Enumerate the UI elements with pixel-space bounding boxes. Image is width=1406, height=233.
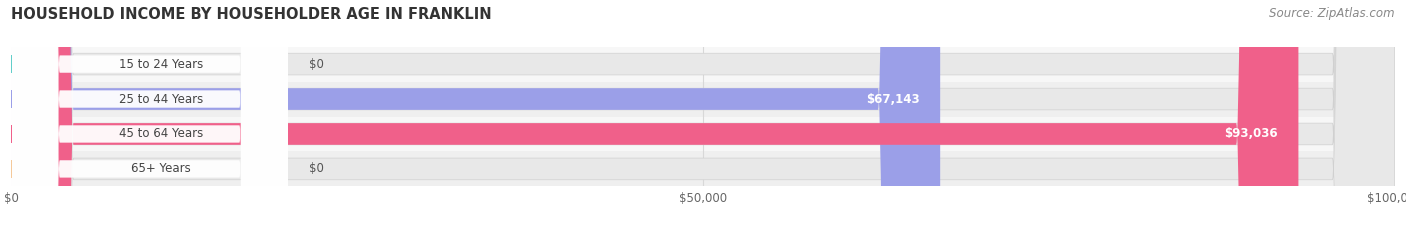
Text: $0: $0 (309, 162, 323, 175)
FancyBboxPatch shape (11, 0, 288, 233)
FancyBboxPatch shape (11, 0, 1395, 233)
Text: 15 to 24 Years: 15 to 24 Years (118, 58, 202, 71)
FancyBboxPatch shape (11, 0, 1395, 233)
FancyBboxPatch shape (11, 0, 288, 233)
Text: Source: ZipAtlas.com: Source: ZipAtlas.com (1270, 7, 1395, 20)
FancyBboxPatch shape (11, 0, 288, 233)
Text: 65+ Years: 65+ Years (131, 162, 191, 175)
FancyBboxPatch shape (11, 0, 288, 233)
Text: 25 to 44 Years: 25 to 44 Years (118, 93, 202, 106)
Text: HOUSEHOLD INCOME BY HOUSEHOLDER AGE IN FRANKLIN: HOUSEHOLD INCOME BY HOUSEHOLDER AGE IN F… (11, 7, 492, 22)
Text: 45 to 64 Years: 45 to 64 Years (118, 127, 202, 140)
FancyBboxPatch shape (11, 0, 1395, 233)
Text: $67,143: $67,143 (866, 93, 920, 106)
FancyBboxPatch shape (11, 0, 1395, 233)
FancyBboxPatch shape (11, 0, 941, 233)
Text: $93,036: $93,036 (1225, 127, 1278, 140)
Bar (11, 82, 1395, 116)
Text: $0: $0 (309, 58, 323, 71)
Bar (11, 151, 1395, 186)
Bar (11, 116, 1395, 151)
FancyBboxPatch shape (11, 0, 1298, 233)
Bar (11, 47, 1395, 82)
